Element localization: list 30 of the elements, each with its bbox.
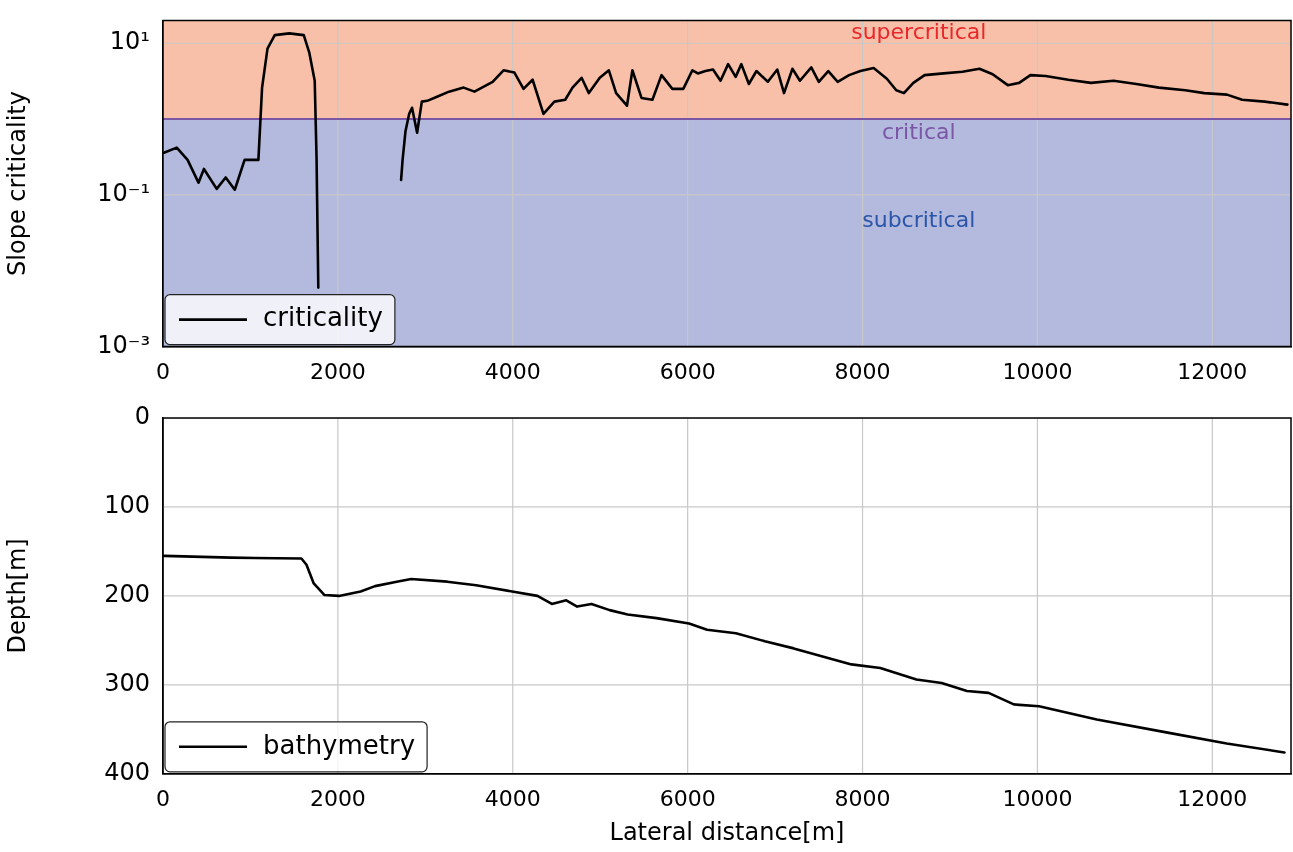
x-tick-label: 6000 (659, 358, 716, 384)
y-tick-label: 0 (134, 402, 150, 431)
x-axis-title: Lateral distance[m] (609, 817, 845, 846)
y-tick-label: 10⁻¹ (97, 179, 150, 208)
y-tick-label: 100 (104, 491, 150, 520)
x-tick-label: 0 (156, 785, 170, 811)
y-axis-title: Slope criticality (2, 91, 31, 276)
x-tick-label: 6000 (659, 785, 716, 811)
legend-label: criticality (263, 302, 383, 333)
x-tick-label: 4000 (484, 358, 541, 384)
band-label: supercritical (851, 19, 987, 45)
y-tick-label: 300 (104, 669, 150, 698)
y-tick-label: 200 (104, 580, 150, 609)
x-tick-label: 10000 (1002, 358, 1073, 384)
y-tick-label: 10¹ (109, 27, 150, 56)
x-tick-label: 2000 (309, 785, 366, 811)
x-tick-label: 10000 (1002, 785, 1073, 811)
band-label: subcritical (862, 207, 976, 233)
y-tick-label: 400 (104, 758, 150, 787)
x-tick-label: 8000 (834, 358, 891, 384)
y-tick-label: 10⁻³ (97, 330, 150, 359)
x-tick-label: 12000 (1177, 358, 1248, 384)
x-tick-label: 2000 (309, 358, 366, 384)
y-axis-title: Depth[m] (2, 538, 31, 654)
x-tick-label: 0 (156, 358, 170, 384)
x-tick-label: 8000 (834, 785, 891, 811)
legend-label: bathymetry (263, 729, 416, 760)
x-tick-label: 12000 (1177, 785, 1248, 811)
x-tick-label: 4000 (484, 785, 541, 811)
ref-line-label: critical (881, 118, 956, 144)
